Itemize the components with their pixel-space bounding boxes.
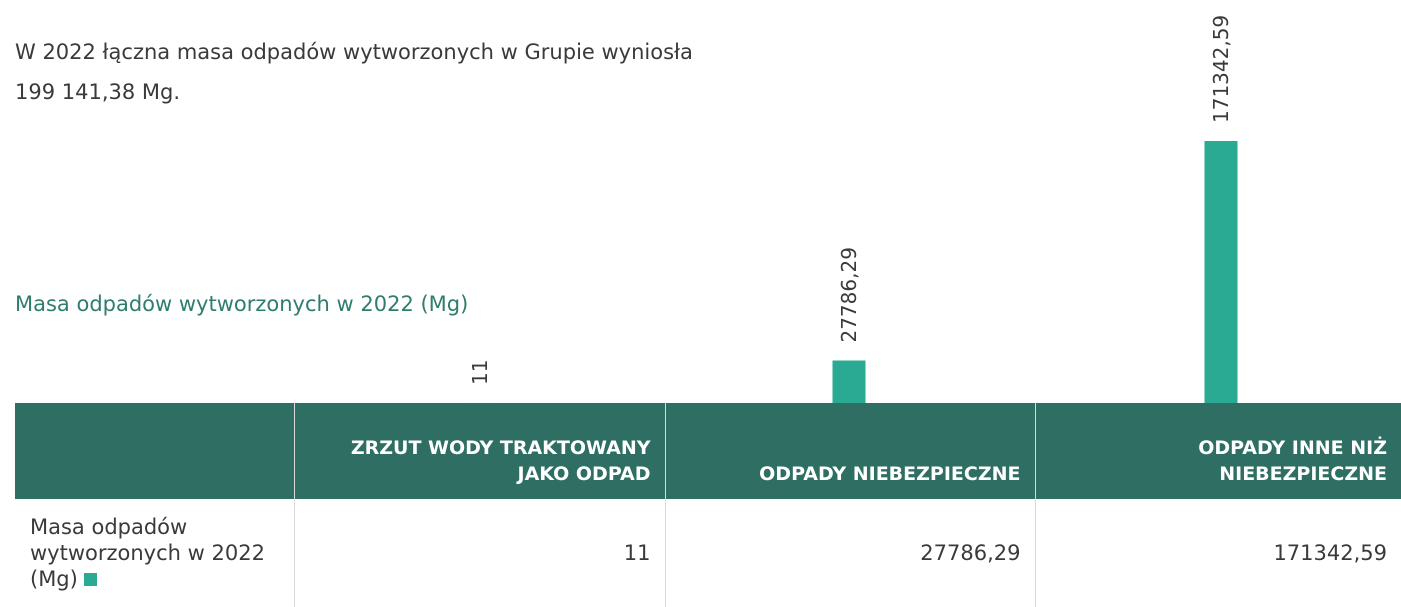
data-label: 27786,29 — [837, 247, 861, 342]
data-label: 11 — [468, 360, 492, 385]
data-label: 171342,59 — [1209, 15, 1233, 123]
row-label-text: Masa odpadów wytworzonych w 2022 (Mg) — [30, 515, 265, 591]
bar — [1205, 141, 1238, 403]
value-cell: 11 — [294, 499, 665, 607]
value-cell: 171342,59 — [1035, 499, 1401, 607]
column-header: ODPADY INNE NIŻ NIEBEZPIECZNE — [1035, 403, 1401, 499]
legend-swatch — [84, 573, 97, 586]
bar — [833, 361, 866, 403]
header-cell — [15, 403, 294, 499]
column-header: ODPADY NIEBEZPIECZNE — [665, 403, 1035, 499]
column-header: ZRZUT WODY TRAKTOWANY JAKO ODPAD — [294, 403, 665, 499]
row-label: Masa odpadów wytworzonych w 2022 (Mg) — [15, 499, 294, 607]
value-cell: 27786,29 — [665, 499, 1035, 607]
